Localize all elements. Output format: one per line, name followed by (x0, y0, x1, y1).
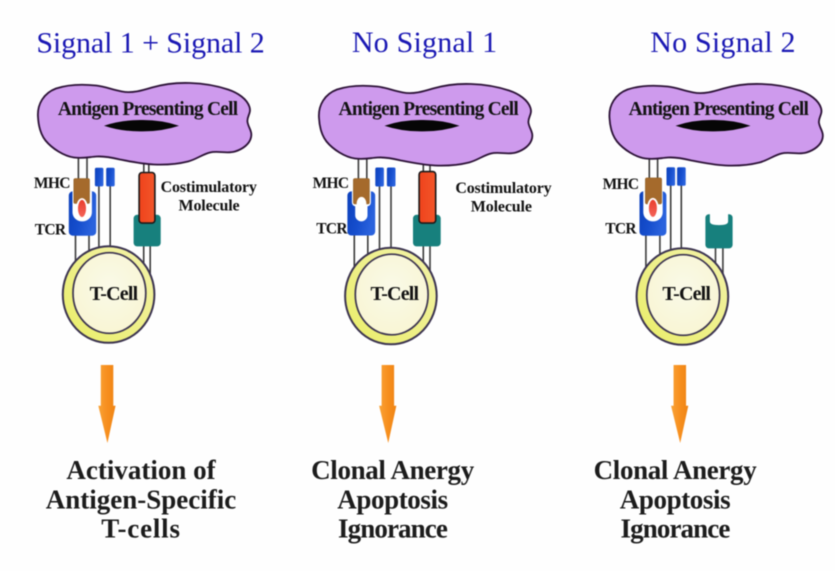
svg-text:Molecule: Molecule (471, 199, 532, 216)
svg-text:T-Cell: T-Cell (662, 283, 711, 305)
svg-text:Ignorance: Ignorance (621, 514, 731, 544)
svg-text:MHC: MHC (34, 175, 70, 192)
svg-text:Costimulatory: Costimulatory (161, 179, 257, 196)
svg-text:MHC: MHC (603, 176, 639, 193)
svg-text:TCR: TCR (35, 221, 67, 238)
svg-text:Apoptosis: Apoptosis (620, 484, 730, 514)
svg-text:Costimulatory: Costimulatory (455, 180, 551, 197)
svg-text:Molecule: Molecule (179, 198, 240, 215)
svg-text:TCR: TCR (605, 221, 637, 238)
svg-text:Antigen Presenting Cell: Antigen Presenting Cell (629, 99, 810, 120)
svg-text:Activation of: Activation of (66, 455, 216, 485)
svg-text:Apoptosis: Apoptosis (337, 484, 447, 514)
svg-text:Clonal Anergy: Clonal Anergy (594, 455, 758, 485)
svg-text:No Signal 1: No Signal 1 (352, 26, 498, 59)
svg-text:Antigen-Specific: Antigen-Specific (46, 484, 236, 514)
svg-text:MHC: MHC (313, 175, 349, 192)
svg-text:Clonal Anergy: Clonal Anergy (311, 455, 475, 485)
svg-text:TCR: TCR (316, 221, 348, 238)
svg-text:T-Cell: T-Cell (90, 283, 139, 305)
svg-text:Signal 1 + Signal 2: Signal 1 + Signal 2 (36, 27, 264, 60)
svg-text:Antigen Presenting Cell: Antigen Presenting Cell (339, 99, 520, 120)
svg-text:No Signal 2: No Signal 2 (650, 26, 796, 59)
svg-text:T-cells: T-cells (101, 514, 181, 544)
svg-text:Ignorance: Ignorance (338, 514, 448, 544)
svg-text:T-Cell: T-Cell (370, 283, 419, 305)
svg-text:Antigen Presenting Cell: Antigen Presenting Cell (58, 99, 239, 120)
